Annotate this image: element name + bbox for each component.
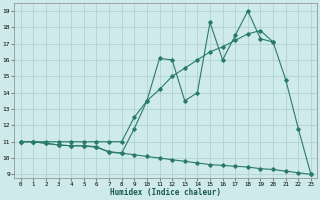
X-axis label: Humidex (Indice chaleur): Humidex (Indice chaleur): [110, 188, 221, 197]
